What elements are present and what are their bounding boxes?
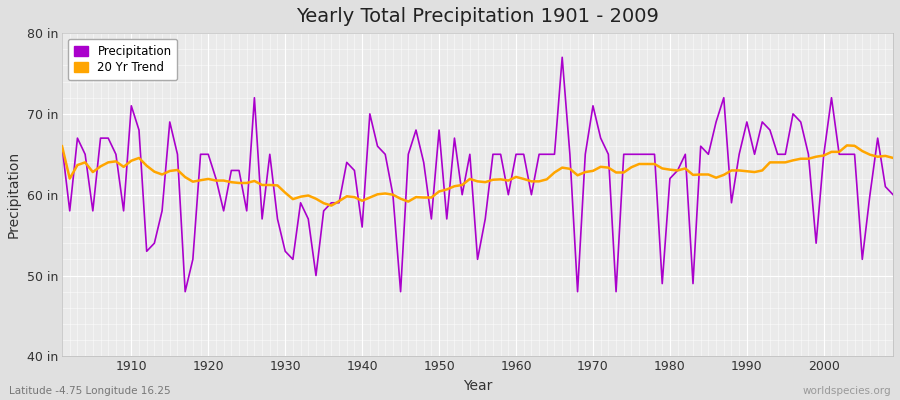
Precipitation: [180, 289, 191, 294]
20 Yr Trend: [57, 144, 68, 149]
20 Yr Trend: [842, 143, 852, 148]
Text: worldspecies.org: worldspecies.org: [803, 386, 891, 396]
20 Yr Trend: [887, 156, 898, 160]
Text: Latitude -4.75 Longitude 16.25: Latitude -4.75 Longitude 16.25: [9, 386, 171, 396]
Line: 20 Yr Trend: 20 Yr Trend: [62, 145, 893, 206]
Precipitation: [518, 152, 529, 157]
Precipitation: [618, 152, 629, 157]
Precipitation: [510, 152, 521, 157]
20 Yr Trend: [611, 170, 622, 175]
Precipitation: [887, 192, 898, 197]
Precipitation: [57, 144, 68, 149]
Line: Precipitation: Precipitation: [62, 57, 893, 292]
20 Yr Trend: [326, 203, 337, 208]
20 Yr Trend: [287, 197, 298, 202]
Precipitation: [295, 200, 306, 205]
20 Yr Trend: [518, 176, 529, 181]
Y-axis label: Precipitation: Precipitation: [7, 151, 21, 238]
Title: Yearly Total Precipitation 1901 - 2009: Yearly Total Precipitation 1901 - 2009: [296, 7, 659, 26]
Precipitation: [118, 208, 129, 213]
20 Yr Trend: [510, 174, 521, 179]
20 Yr Trend: [341, 194, 352, 199]
Legend: Precipitation, 20 Yr Trend: Precipitation, 20 Yr Trend: [68, 39, 177, 80]
Precipitation: [341, 160, 352, 165]
20 Yr Trend: [118, 164, 129, 169]
X-axis label: Year: Year: [463, 379, 492, 393]
Precipitation: [557, 55, 568, 60]
